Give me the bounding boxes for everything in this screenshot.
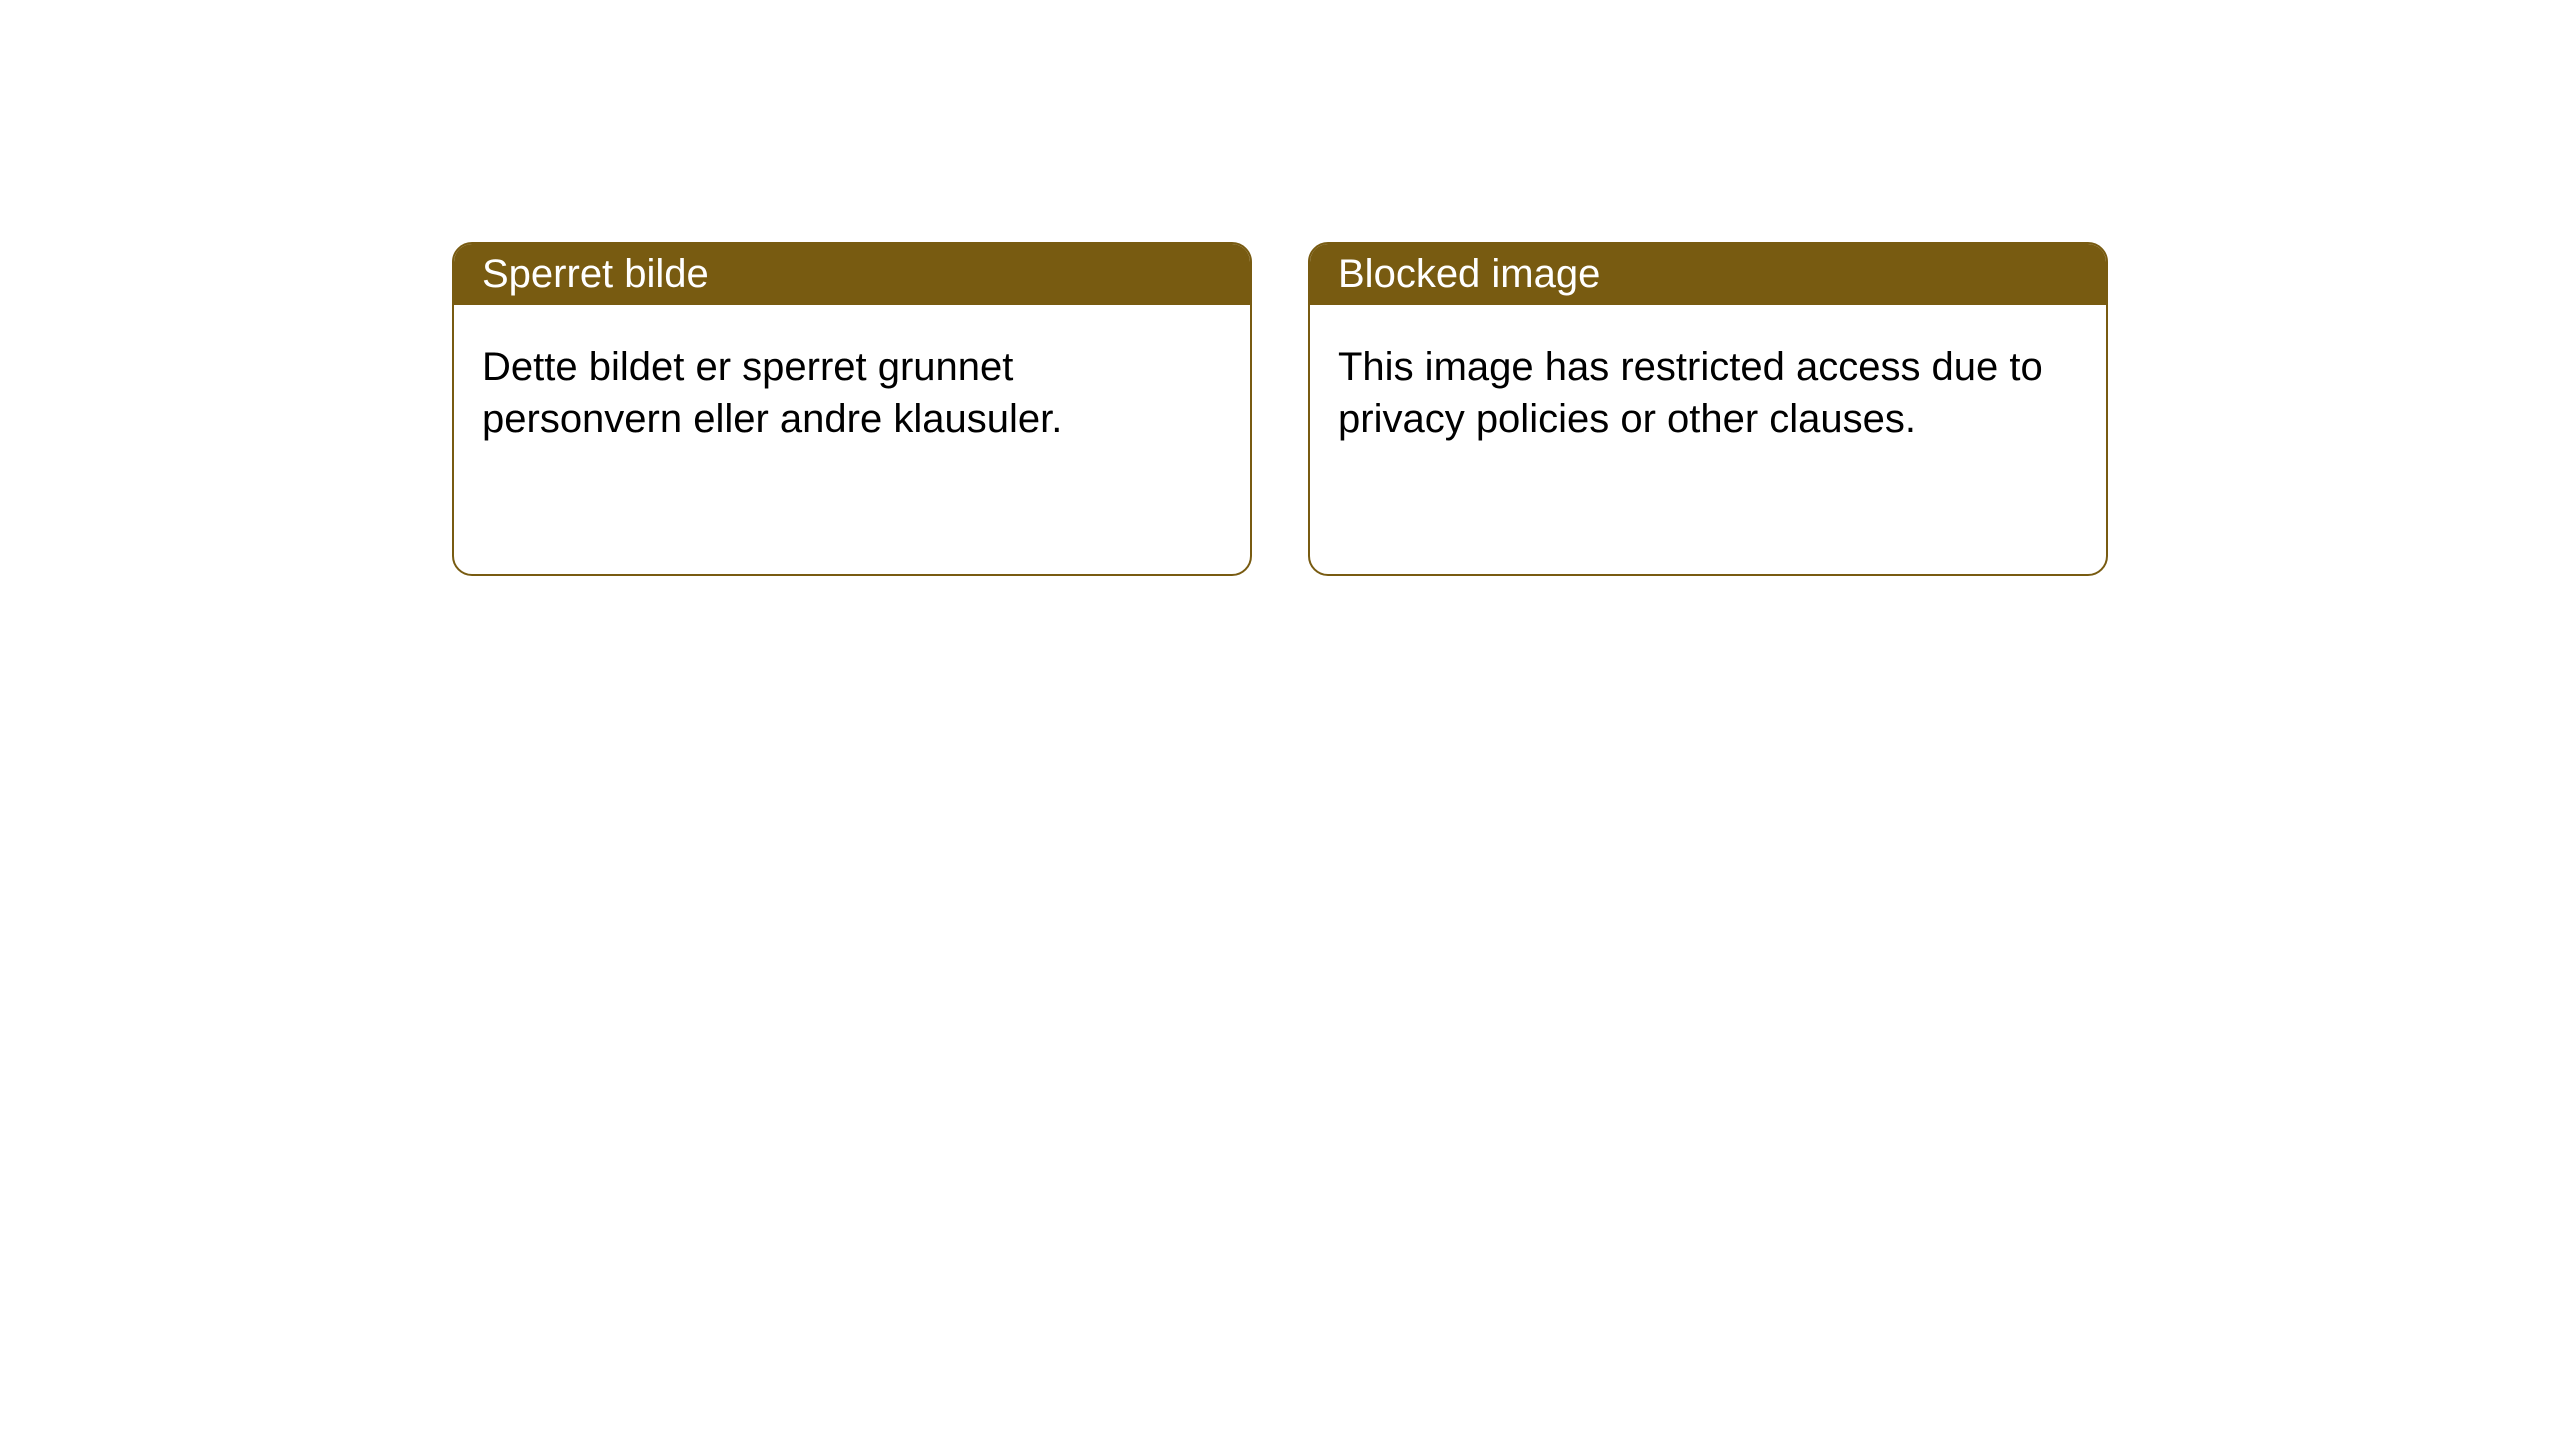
card-header: Sperret bilde [454,244,1250,305]
card-title: Blocked image [1338,252,1600,296]
blocked-image-card-norwegian: Sperret bilde Dette bildet er sperret gr… [452,242,1252,576]
card-message: This image has restricted access due to … [1338,345,2043,441]
card-body: This image has restricted access due to … [1310,305,2106,481]
card-message: Dette bildet er sperret grunnet personve… [482,345,1062,441]
card-title: Sperret bilde [482,252,709,296]
card-header: Blocked image [1310,244,2106,305]
blocked-image-card-english: Blocked image This image has restricted … [1308,242,2108,576]
notice-container: Sperret bilde Dette bildet er sperret gr… [0,0,2560,576]
card-body: Dette bildet er sperret grunnet personve… [454,305,1250,481]
